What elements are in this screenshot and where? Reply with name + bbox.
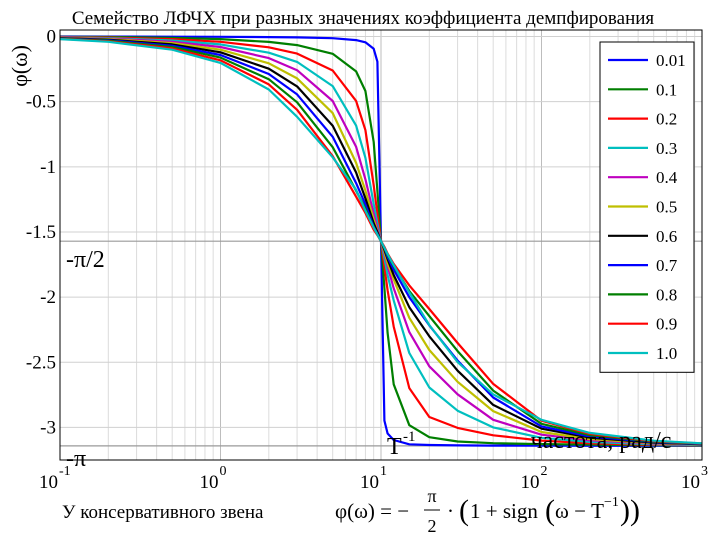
- legend-label: 0.9: [656, 315, 677, 334]
- x-tick-label: 101: [360, 464, 387, 493]
- y-tick-labels: 0 -0.5 -1 -1.5 -2 -2.5 -3: [26, 27, 56, 439]
- svg-text:·: ·: [447, 499, 454, 523]
- svg-text:−1: −1: [604, 495, 619, 510]
- x-tick-exponent: 0: [220, 464, 227, 479]
- x-axis-label: частота, рад/с: [531, 428, 672, 454]
- svg-text:(: (: [545, 494, 555, 527]
- legend-label: 0.01: [656, 51, 686, 70]
- x-tick-base: 10: [681, 472, 700, 493]
- svg-text:π: π: [427, 486, 436, 506]
- svg-text:(: (: [459, 494, 469, 527]
- x-tick-label: 10-1: [39, 464, 71, 493]
- label-minus-pi: -π: [66, 446, 86, 472]
- svg-text:ω − T: ω − T: [555, 499, 604, 523]
- svg-text:2: 2: [428, 516, 437, 536]
- legend-label: 0.1: [656, 80, 677, 99]
- corner-frequency-exponent: -1: [403, 429, 416, 445]
- legend-label: 0.2: [656, 110, 677, 129]
- y-tick-label: -1: [40, 157, 56, 178]
- footer-prefix: У консервативного звена: [62, 502, 264, 523]
- x-tick-base: 10: [521, 472, 540, 493]
- footer-formula: φ(ω) = − π 2 · ( 1 + sign ( ω − T −1 )): [335, 486, 640, 536]
- label-minus-pi-over-2: -π/2: [66, 247, 105, 273]
- legend-label: 0.5: [656, 198, 677, 217]
- y-tick-label: -0.5: [26, 92, 56, 113]
- legend: 0.01 0.1 0.2 0.3 0.4 0.5 0.6 0.7 0.8 0.9 1.0: [599, 41, 695, 373]
- chart-title: Семейство ЛФЧХ при разных значениях коэф…: [72, 8, 655, 29]
- x-tick-exponent: 1: [380, 464, 387, 479]
- x-tick-base: 10: [360, 472, 379, 493]
- legend-label: 0.7: [656, 256, 678, 275]
- y-tick-label: -2: [40, 287, 56, 308]
- series-lines: [59, 35, 703, 447]
- y-tick-label: -2.5: [26, 352, 56, 373]
- x-tick-label: 103: [681, 464, 708, 493]
- legend-label: 0.8: [656, 285, 677, 304]
- series-line-11: [59, 38, 703, 445]
- y-tick-label: 0: [47, 27, 57, 48]
- grid: [60, 30, 702, 460]
- x-tick-exponent: 2: [541, 464, 548, 479]
- legend-label: 1.0: [656, 344, 677, 363]
- y-axis-label: φ(ω): [7, 45, 32, 87]
- y-tick-label: -1.5: [26, 222, 56, 243]
- plot-frame: [59, 29, 703, 461]
- y-tick-label: -3: [40, 417, 56, 438]
- legend-label: 0.4: [656, 168, 678, 187]
- svg-text:1 + sign: 1 + sign: [470, 499, 538, 523]
- x-tick-label: 102: [521, 464, 548, 493]
- legend-label: 0.6: [656, 227, 677, 246]
- x-tick-exponent: 3: [701, 464, 708, 479]
- legend-label: 0.3: [656, 139, 677, 158]
- svg-text:φ(ω) = −: φ(ω) = −: [335, 499, 409, 523]
- corner-frequency-label: T: [387, 434, 402, 460]
- x-tick-exponent: -1: [59, 464, 71, 479]
- annotations: -π/2 -π T -1: [66, 247, 416, 472]
- svg-text:)): )): [620, 494, 640, 527]
- x-tick-label: 100: [200, 464, 227, 493]
- x-tick-base: 10: [200, 472, 219, 493]
- x-tick-base: 10: [39, 472, 58, 493]
